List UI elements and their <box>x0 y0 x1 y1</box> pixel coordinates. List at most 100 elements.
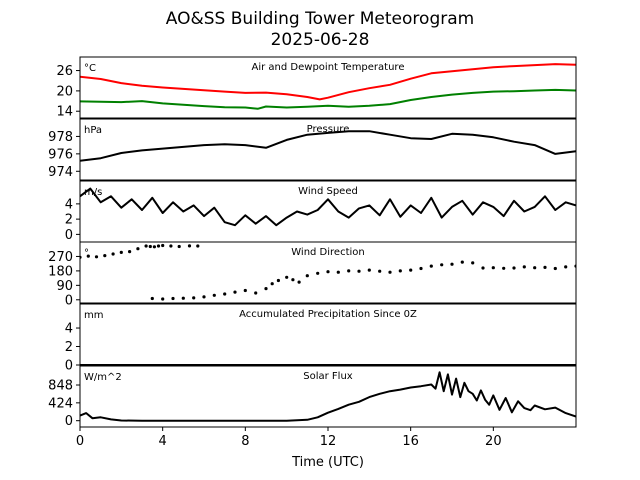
panel-unit-label: mm <box>84 310 103 321</box>
y-tick-label: 0 <box>65 293 73 308</box>
data-point <box>148 244 152 249</box>
data-point <box>471 261 475 265</box>
data-point <box>564 265 568 269</box>
data-point <box>181 296 185 300</box>
data-point <box>553 266 557 271</box>
figure-title-line2: 2025-06-28 <box>271 30 370 50</box>
data-point <box>440 263 444 267</box>
y-tick-label: 424 <box>48 396 73 411</box>
y-tick-label: 0 <box>65 359 73 374</box>
data-point <box>491 266 495 270</box>
data-point <box>192 296 196 300</box>
x-tick-label: 16 <box>402 434 419 449</box>
data-point <box>243 288 247 293</box>
data-point <box>388 270 392 274</box>
panel-3: 024 m/s Wind Speed <box>65 180 577 243</box>
x-axis-label: Time (UTC) <box>291 455 364 470</box>
data-point <box>169 244 173 248</box>
data-point <box>86 254 90 258</box>
panel-unit-label: W/m^2 <box>84 372 122 383</box>
data-point <box>103 254 107 258</box>
panel-2: 974 976 978 hPa Pressure <box>48 118 577 181</box>
data-point <box>347 269 351 273</box>
y-tick-label: 26 <box>56 64 73 79</box>
data-point <box>212 293 216 297</box>
series-line-1 <box>80 187 576 227</box>
panel-unit-label: ° <box>84 248 89 259</box>
data-point <box>291 278 295 282</box>
y-tick-label: 14 <box>56 105 73 120</box>
panel-unit-label: °C <box>84 63 96 74</box>
panel-frame <box>79 56 577 119</box>
series-line-1 <box>80 63 576 101</box>
series-line-1 <box>80 130 576 162</box>
panel-title: Air and Dewpoint Temperature <box>252 62 405 73</box>
data-point <box>367 268 371 272</box>
panel-6: 0 424 848 W/m^2 Solar Flux <box>48 365 577 429</box>
y-tick-label: 848 <box>48 379 73 394</box>
x-tick-label: 8 <box>241 434 249 449</box>
panel-frame <box>79 303 577 366</box>
data-point <box>326 270 330 274</box>
data-point <box>264 287 268 291</box>
data-point <box>522 265 526 269</box>
data-point <box>285 275 289 279</box>
data-point <box>276 278 280 283</box>
panel-unit-label: m/s <box>84 187 102 198</box>
data-point <box>128 250 132 254</box>
y-tick-label: 0 <box>65 228 73 243</box>
data-point <box>233 290 237 294</box>
data-point <box>161 297 165 301</box>
data-point <box>187 244 192 248</box>
panel-1: 14 20 26 °C Air and Dewpoint Temperature <box>56 56 577 120</box>
data-point <box>144 244 148 248</box>
y-tick-label: 978 <box>48 130 73 145</box>
data-point <box>177 244 181 249</box>
data-point <box>305 274 309 278</box>
panel-title: Accumulated Precipitation Since 0Z <box>239 309 417 320</box>
data-point <box>533 266 537 270</box>
data-point <box>419 266 423 271</box>
data-point <box>297 280 301 284</box>
panel-unit-label: hPa <box>84 125 102 136</box>
y-tick-label: 974 <box>48 165 73 180</box>
data-point <box>152 245 156 249</box>
series-line-2 <box>80 88 576 110</box>
y-tick-label: 270 <box>48 250 73 265</box>
data-point <box>111 252 115 256</box>
data-point <box>543 265 547 269</box>
data-point <box>270 282 274 286</box>
figure-title-line1: AO&SS Building Tower Meteorogram <box>166 9 474 29</box>
data-point <box>398 269 402 273</box>
y-tick-label: 976 <box>48 147 73 162</box>
panel-title: Pressure <box>307 124 350 135</box>
data-point <box>502 266 506 270</box>
panel-title: Solar Flux <box>303 371 353 382</box>
data-point <box>378 269 382 273</box>
data-point <box>512 266 516 270</box>
y-tick-label: 180 <box>48 264 73 279</box>
y-tick-label: 20 <box>56 84 73 99</box>
data-point <box>481 266 485 270</box>
data-point <box>202 295 206 299</box>
y-tick-label: 2 <box>65 213 73 228</box>
data-point <box>254 291 258 295</box>
data-point <box>357 269 361 273</box>
data-point <box>409 268 413 272</box>
data-point <box>196 244 200 248</box>
y-tick-label: 2 <box>65 340 73 355</box>
data-point <box>119 250 123 254</box>
panel-5: 0 2 4 mm Accumulated Precipitation Since 0Z <box>65 303 577 374</box>
data-point <box>336 270 340 274</box>
data-point <box>223 292 227 296</box>
data-point <box>460 260 464 264</box>
data-point <box>161 243 165 248</box>
data-point <box>156 244 161 248</box>
x-tick-label: 4 <box>159 434 167 449</box>
series-line-1 <box>80 371 576 422</box>
data-point <box>94 255 99 259</box>
data-point <box>429 264 433 268</box>
y-tick-label: 4 <box>65 322 73 337</box>
